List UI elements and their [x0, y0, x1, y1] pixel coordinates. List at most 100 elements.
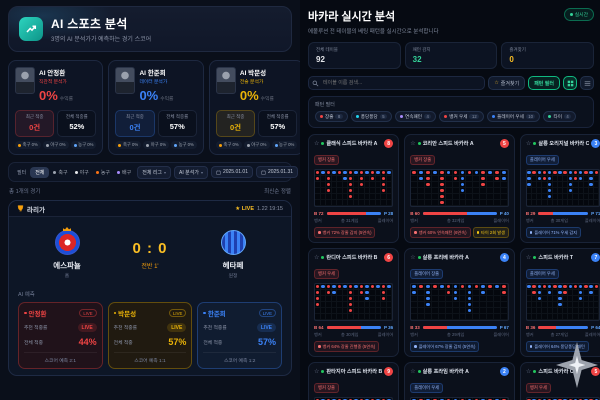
road-cell [552, 296, 558, 302]
pattern-chip-연속패턴[interactable]: 연속패턴 4 [395, 111, 437, 122]
road-cell [487, 284, 495, 290]
baccarat-table-card[interactable]: ☆ 살롱 오리지널 바카라 C 3 플레이어 우세 B 29 P 71 뱅커 총 30게임 플레… [519, 134, 600, 243]
favorite-star-icon[interactable]: ☆ [314, 369, 320, 375]
banker-pct-label: B 33 [410, 325, 420, 330]
road-cell [494, 194, 501, 200]
pattern-filter-label: 패턴 필터 [315, 102, 335, 108]
road-cell [337, 290, 343, 296]
road-cell [411, 302, 419, 308]
player-dot-icon [547, 194, 552, 199]
road-cell [487, 398, 495, 400]
league-dropdown[interactable]: 전체 리그 ▾ [137, 165, 172, 179]
banker-dot-icon [553, 284, 557, 289]
analyst-dropdown[interactable]: AI 분석가 ▾ [174, 165, 208, 179]
espanyol-crest-icon [54, 230, 80, 255]
grid-view-button[interactable] [563, 76, 577, 90]
search-input[interactable] [308, 76, 486, 90]
road-cell [526, 188, 533, 194]
favorite-star-icon[interactable]: ☆ [410, 141, 416, 147]
date-to-input[interactable]: 2025.01.31 [256, 166, 299, 178]
banker-dot-icon [553, 170, 557, 175]
road-cell [411, 308, 419, 314]
prediction-card[interactable]: 안정환 LIVE 추천 적중률 LIVE 전체 적중 44% 스코어 예측 2:1 [18, 302, 103, 369]
calendar-icon [261, 170, 266, 175]
road-cell [431, 170, 439, 176]
road-cell [386, 284, 393, 290]
sort-selector[interactable]: 최신순 정렬 [264, 189, 291, 195]
road-cell [326, 308, 332, 314]
road-cell [542, 296, 548, 302]
prediction-card[interactable]: 박문성 LIVE 추천 적중률 LIVE 전체 적중 57% 스코어 예측 1:1 [107, 302, 193, 369]
alert-count-badge: 9 [384, 367, 394, 376]
baccarat-table-card[interactable]: ☆ 클래식 스피드 바카라 A 8 뱅커 장줄 B 72 P 28 뱅커 총 31게임 플레이어… [308, 134, 400, 243]
road-cell [563, 200, 569, 206]
match-card[interactable]: 라리가 ★ LIVE 1.22 19:15 에스파뇰 홈 0 : 0 전반 1'… [8, 200, 292, 376]
pattern-filter-button[interactable]: 패턴 필터 [528, 76, 560, 90]
baccarat-table-card[interactable]: ☆ 스피드 바카라 T 7 플레이어 우세 B 36 P 64 뱅커 총 27게임 플레이어 플레… [519, 248, 600, 357]
sport-filter-배구[interactable]: 배구 [114, 167, 134, 178]
baccarat-table-card[interactable]: ☆ 코리안 스피드 바카라 A 5 뱅커 장줄 B 60 P 40 뱅커 총 32게임 플레이어… [404, 134, 515, 243]
favorite-star-icon[interactable]: ☆ [314, 141, 320, 147]
pattern-chip-플레이어 우세[interactable]: 플레이어 우세 10 [487, 111, 541, 122]
date-from-input[interactable]: 2025.01.01 [210, 166, 253, 178]
analyst-stat-chip: 축구 0% [215, 141, 242, 149]
pattern-chip-타이[interactable]: 타이 4 [543, 111, 577, 122]
player-dot-icon [453, 296, 458, 301]
sports-analysis-panel: AI 스포츠 분석 3명의 AI 분석가가 예측하는 경기 스코어 AI 안정환… [0, 0, 300, 400]
road-cell [337, 314, 343, 320]
prediction-card[interactable]: 한준희 LIVE 추천 적중률 LIVE 전체 적중 57% 스코어 예측 1:2 [197, 302, 283, 369]
player-dot-icon [446, 170, 451, 175]
favorite-star-icon[interactable]: ☆ [314, 255, 320, 261]
player-dot-icon [537, 296, 542, 301]
pattern-chip-퐁당퐁당[interactable]: 퐁당퐁당 5 [350, 111, 393, 122]
favorites-button[interactable]: ☆ 즐겨찾기 [488, 76, 526, 90]
pattern-dot-icon [355, 115, 359, 118]
road-cell [473, 314, 481, 320]
road-cell [557, 314, 564, 320]
pattern-chip-장줄[interactable]: 장줄 8 [315, 111, 348, 122]
alert-count-badge: 7 [591, 253, 600, 262]
banker-dot-icon [348, 176, 353, 181]
pattern-chip-뱅커 우세[interactable]: 뱅커 우세 12 [439, 111, 485, 122]
road-cell [364, 302, 371, 308]
banker-label: 뱅커 [410, 218, 418, 223]
favorite-star-icon[interactable]: ☆ [525, 369, 532, 375]
pattern-dot-icon [400, 115, 404, 118]
baccarat-table-card[interactable]: ☆ 란디아 스피드 바카라 B 6 뱅커 우세 B 64 P 36 뱅커 총 30게임 플레이어… [308, 248, 400, 357]
road-cell [411, 296, 419, 302]
pattern-alert-chip: 플레이어 67% 장줄 감지 (5연속) [410, 341, 480, 352]
banker-dot-icon [488, 284, 492, 289]
baccarat-table-card[interactable]: ☆ 살롱 프리베 바카라 A 4 플레이어 장줄 B 33 P 67 뱅커 총 29게임 플레이… [404, 248, 515, 357]
favorite-star-icon[interactable]: ☆ [410, 255, 416, 261]
online-dot-icon [533, 142, 537, 145]
favorite-star-icon[interactable]: ☆ [525, 141, 532, 147]
search-icon [312, 80, 319, 86]
favorite-star-icon[interactable]: ☆ [525, 255, 532, 261]
road-cell [588, 194, 595, 200]
road-cell [425, 194, 432, 200]
road-cell [386, 182, 393, 188]
road-cell [386, 308, 393, 314]
banker-dot-icon [326, 290, 331, 295]
favorite-star-icon[interactable]: ☆ [410, 369, 416, 375]
list-view-button[interactable] [580, 76, 594, 90]
pattern-filter-chips: 장줄 8 퐁당퐁당 5 연속패턴 4 뱅커 우세 12 플레이어 우세 10 타이 4 [315, 111, 587, 122]
banker-dot-icon [527, 398, 531, 400]
total-accuracy-box: 전체 적중률 57% [157, 110, 197, 137]
road-cell [425, 176, 432, 182]
sport-filter-전체[interactable]: 전체 [30, 166, 50, 178]
sport-filter-야구[interactable]: 야구 [72, 167, 92, 178]
road-cell [326, 284, 332, 290]
online-dot-icon [417, 142, 421, 145]
road-cell [563, 188, 569, 194]
sport-filter-축구[interactable]: 축구 [50, 167, 70, 178]
road-cell [431, 290, 439, 296]
sport-filter-농구[interactable]: 농구 [93, 167, 113, 178]
road-cell [342, 302, 349, 308]
sport-filter-label: 농구 [100, 169, 111, 176]
analyst-stat-chip: 야구 0% [143, 141, 170, 149]
player-dot-icon [426, 290, 430, 295]
table-title: 판타지아 스피드 바카라 B [326, 369, 383, 375]
